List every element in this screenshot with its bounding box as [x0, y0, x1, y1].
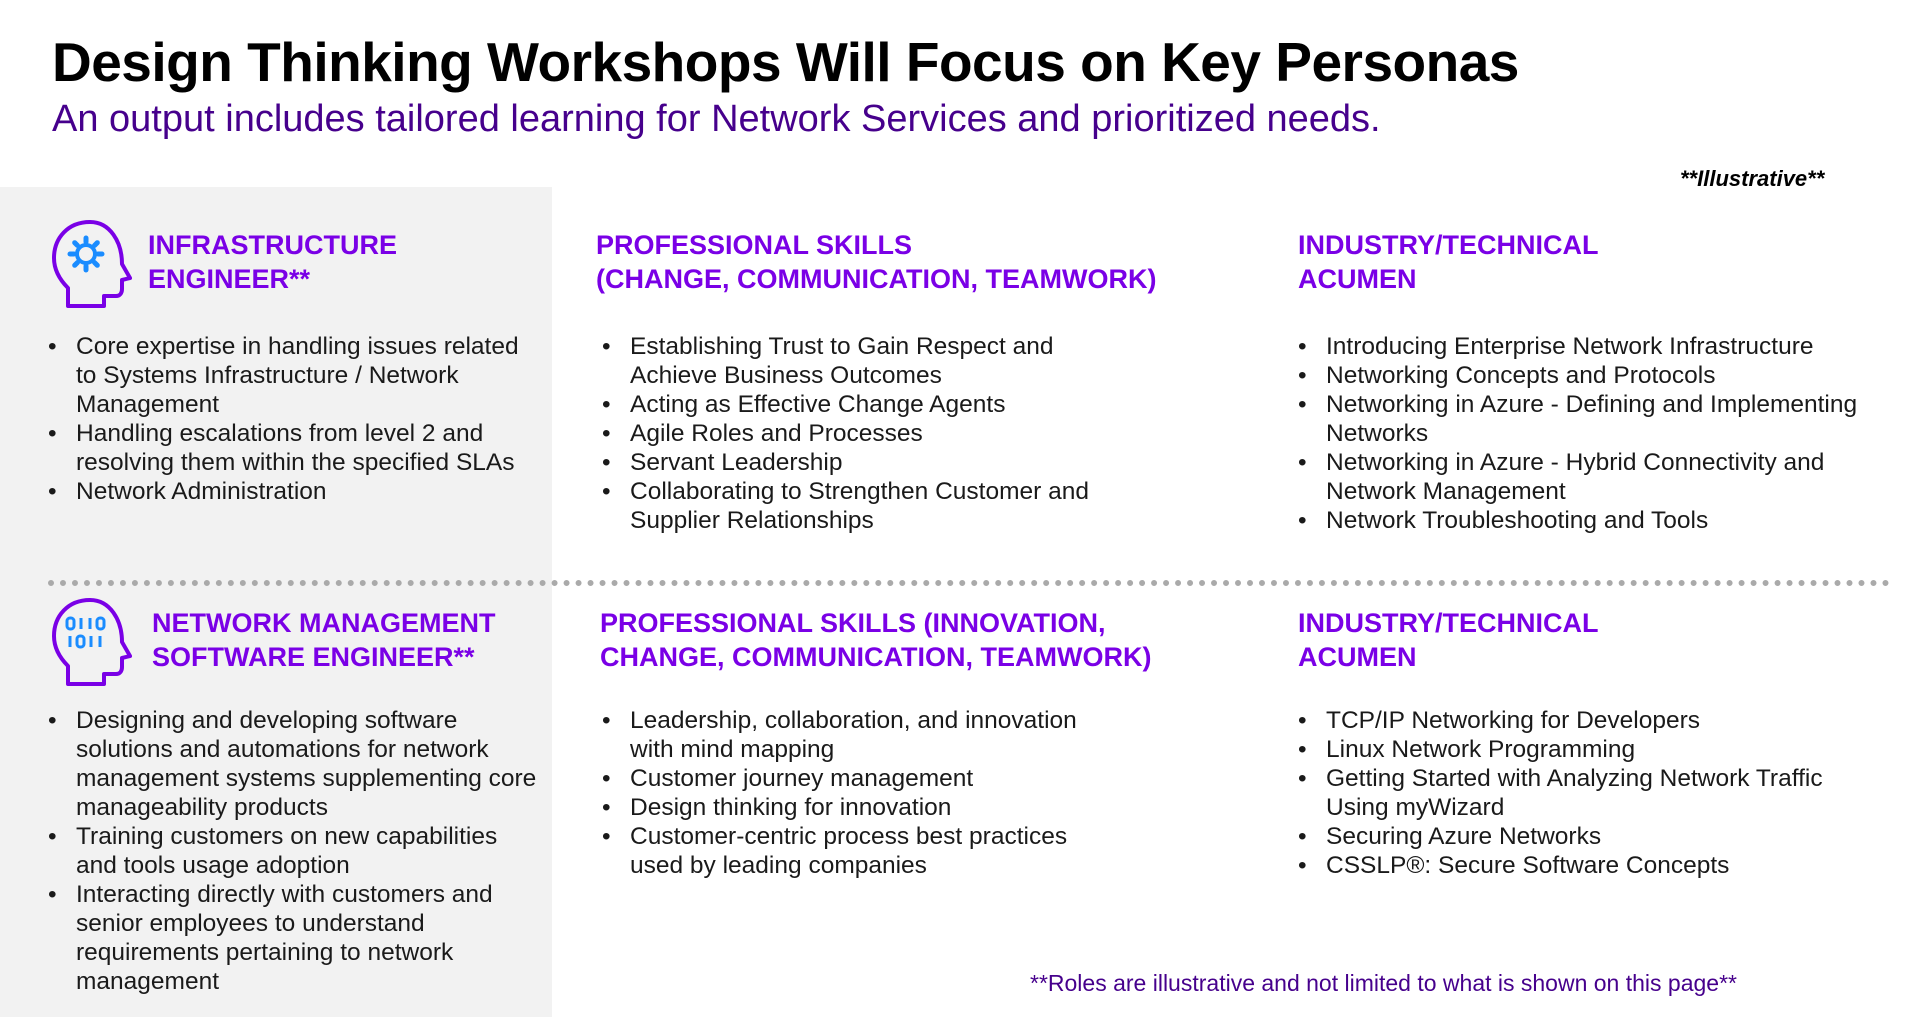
list-item: Core expertise in handling issues relate… [48, 332, 538, 419]
persona-responsibilities-list: Designing and developing software soluti… [48, 706, 538, 996]
list-item: Networking in Azure - Hybrid Connectivit… [1298, 448, 1888, 506]
page-title: Design Thinking Workshops Will Focus on … [52, 31, 1519, 93]
list-item: Introducing Enterprise Network Infrastru… [1298, 332, 1888, 361]
list-item: Networking in Azure - Defining and Imple… [1298, 390, 1888, 448]
professional-skills-list: Establishing Trust to Gain Respect and A… [602, 332, 1102, 535]
head-gear-icon [52, 220, 132, 308]
persona-title-infrastructure-engineer: INFRASTRUCTURE ENGINEER** [148, 230, 397, 294]
list-item: Getting Started with Analyzing Network T… [1298, 764, 1888, 822]
illustrative-tag: **Illustrative** [1680, 166, 1825, 191]
list-item: Leadership, collaboration, and innovatio… [602, 706, 1122, 764]
list-item: Network Troubleshooting and Tools [1298, 506, 1888, 535]
list-item: Agile Roles and Processes [602, 419, 1102, 448]
page-subtitle: An output includes tailored learning for… [52, 98, 1381, 140]
list-item: Establishing Trust to Gain Respect and A… [602, 332, 1102, 390]
list-item: Training customers on new capabilities a… [48, 822, 538, 880]
list-item: Network Administration [48, 477, 538, 506]
list-item: Securing Azure Networks [1298, 822, 1888, 851]
list-item: Linux Network Programming [1298, 735, 1888, 764]
technical-acumen-list: TCP/IP Networking for Developers Linux N… [1298, 706, 1888, 880]
list-item: CSSLP®: Secure Software Concepts [1298, 851, 1888, 880]
professional-skills-heading: PROFESSIONAL SKILLS (INNOVATION, CHANGE,… [600, 608, 1152, 672]
list-item: TCP/IP Networking for Developers [1298, 706, 1888, 735]
list-item: Handling escalations from level 2 and re… [48, 419, 538, 477]
list-item: Collaborating to Strengthen Customer and… [602, 477, 1102, 535]
row-divider [48, 580, 1890, 586]
list-item: Designing and developing software soluti… [48, 706, 538, 822]
list-item: Customer-centric process best practices … [602, 822, 1122, 880]
persona-title-network-management-software-engineer: NETWORK MANAGEMENT SOFTWARE ENGINEER** [152, 608, 496, 672]
list-item: Networking Concepts and Protocols [1298, 361, 1888, 390]
persona-responsibilities-list: Core expertise in handling issues relate… [48, 332, 538, 506]
professional-skills-heading: PROFESSIONAL SKILLS (CHANGE, COMMUNICATI… [596, 230, 1157, 294]
head-binary-icon [52, 598, 132, 686]
list-item: Customer journey management [602, 764, 1122, 793]
footnote: **Roles are illustrative and not limited… [1030, 970, 1737, 996]
technical-acumen-heading: INDUSTRY/TECHNICAL ACUMEN [1298, 608, 1599, 672]
list-item: Acting as Effective Change Agents [602, 390, 1102, 419]
technical-acumen-heading: INDUSTRY/TECHNICAL ACUMEN [1298, 230, 1599, 294]
list-item: Interacting directly with customers and … [48, 880, 538, 996]
list-item: Servant Leadership [602, 448, 1102, 477]
list-item: Design thinking for innovation [602, 793, 1122, 822]
technical-acumen-list: Introducing Enterprise Network Infrastru… [1298, 332, 1888, 535]
professional-skills-list: Leadership, collaboration, and innovatio… [602, 706, 1122, 880]
